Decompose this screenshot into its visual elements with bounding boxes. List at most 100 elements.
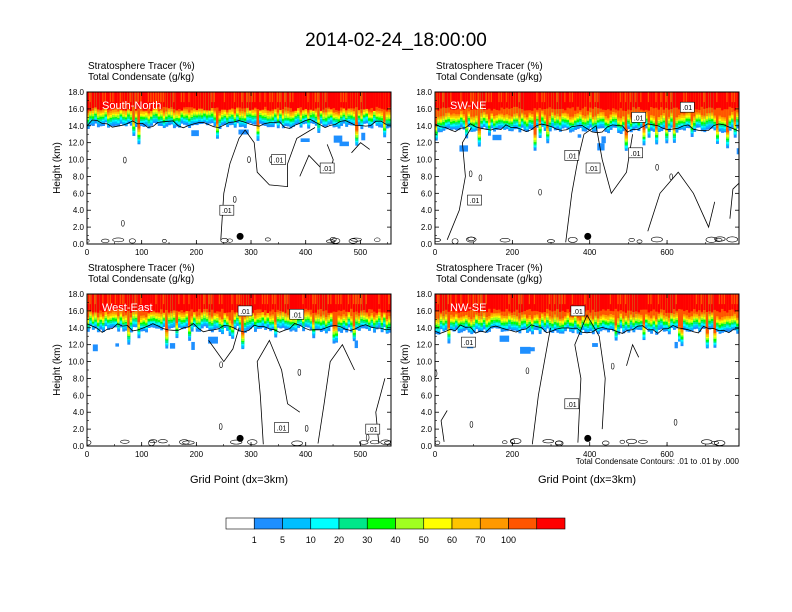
- condensate-contour: [669, 173, 673, 181]
- condensate-contour: [628, 237, 635, 242]
- y-tick-label: 14.0: [416, 122, 432, 131]
- condensate-contour: [219, 423, 223, 430]
- condensate-contour: [499, 238, 511, 243]
- location-marker: [236, 434, 244, 442]
- condensate-contour: [525, 367, 530, 375]
- colorbar-label: 10: [306, 535, 316, 545]
- condensate-contour: [256, 339, 301, 445]
- condensate-contour: [120, 439, 130, 444]
- condensate-contour: [446, 127, 472, 240]
- x-tick-label: 300: [244, 248, 258, 257]
- condensate-contour: [297, 369, 302, 376]
- location-marker: [236, 232, 244, 240]
- colorbar-label: 5: [280, 535, 285, 545]
- y-tick-label: 18.0: [68, 88, 84, 97]
- y-tick-label: 10.0: [416, 156, 432, 165]
- y-tick-label: 10.0: [416, 358, 432, 367]
- condensate-contour: [638, 439, 648, 444]
- condensate-contour: [112, 237, 125, 243]
- y-tick-label: 2.0: [421, 425, 433, 434]
- location-marker: [584, 232, 592, 240]
- condensate-contour: [626, 343, 640, 366]
- y-tick-label: 0.0: [73, 240, 85, 249]
- y-tick-label: 10.0: [68, 156, 84, 165]
- condensate-contour: [123, 156, 127, 164]
- condensate-contour: [510, 439, 516, 445]
- condensate-contour: [478, 174, 483, 182]
- condensate-contour: [502, 440, 508, 445]
- contour-label: .01: [567, 153, 577, 160]
- colorbar-label: 1: [252, 535, 257, 545]
- y-tick-label: 4.0: [421, 206, 433, 215]
- x-axis-label: Grid Point (dx=3km): [538, 474, 636, 486]
- condensate-contour: [148, 439, 158, 443]
- panel-label: SW-NE: [450, 100, 486, 112]
- condensate-contour: [509, 438, 522, 444]
- condensate-contour: [466, 236, 477, 243]
- condensate-contour: [358, 440, 369, 445]
- y-tick-label: 2.0: [73, 223, 85, 232]
- x-tick-label: 300: [244, 450, 258, 459]
- condensate-contour: [673, 418, 678, 426]
- y-axis-label: Height (km): [400, 344, 411, 396]
- contour-label: .01: [322, 166, 332, 173]
- condensate-contour: [636, 239, 643, 244]
- condensate-contour: [220, 127, 316, 240]
- panel-label: NW-SE: [450, 302, 486, 314]
- condensate-contour: [440, 410, 448, 442]
- colorbar-label: 60: [447, 535, 457, 545]
- condensate-contour: [435, 370, 438, 377]
- condensate-contour: [647, 171, 716, 232]
- condensate-contour: [304, 425, 309, 432]
- contour-label: .01: [634, 115, 644, 122]
- condensate-contour: [350, 237, 362, 242]
- condensate-contour: [542, 439, 555, 444]
- condensate-contour: [247, 439, 258, 445]
- panel-label: West-East: [102, 302, 153, 314]
- contour-label: .01: [470, 198, 480, 205]
- contour-label: .01: [274, 158, 284, 165]
- condensate-contour: [247, 156, 251, 163]
- tropopause-contour: [435, 123, 739, 134]
- condensate-contour: [601, 440, 610, 446]
- contour-label: .01: [222, 208, 232, 215]
- condensate-contour: [219, 361, 223, 369]
- colorbar-swatch: [536, 517, 566, 530]
- condensate-contour: [317, 343, 355, 444]
- colorbar: 1 5 10 20 30 40 50 60 70 100: [225, 517, 566, 545]
- x-tick-label: 500: [354, 450, 368, 459]
- panel-field-stratosphere-tracer: Stratosphere Tracer (%): [436, 263, 543, 274]
- condensate-contour: [567, 237, 578, 243]
- condensate-contour: [365, 434, 370, 441]
- panel-nw-se: Stratosphere Tracer (%)Total Condensate …: [400, 263, 740, 486]
- y-tick-label: 14.0: [416, 324, 432, 333]
- contour-label: .01: [588, 166, 598, 173]
- x-axis-label: Grid Point (dx=3km): [190, 474, 288, 486]
- contour-label: .01: [631, 151, 641, 158]
- contour-label: .01: [292, 312, 302, 319]
- condensate-contour: [729, 182, 739, 219]
- condensate-contour: [233, 196, 237, 203]
- x-tick-label: 500: [354, 248, 368, 257]
- contour-label: .01: [464, 340, 474, 347]
- x-tick-label: 0: [433, 450, 438, 459]
- condensate-contour: [348, 238, 358, 244]
- condensate-contour: [162, 238, 167, 243]
- y-axis-label: Height (km): [52, 344, 63, 396]
- x-tick-label: 0: [85, 248, 90, 257]
- y-tick-label: 8.0: [421, 172, 433, 181]
- colorbar-swatch: [225, 517, 255, 530]
- x-tick-label: 600: [660, 248, 674, 257]
- y-tick-label: 6.0: [421, 391, 433, 400]
- colorbar-swatch: [508, 517, 538, 530]
- x-tick-label: 600: [660, 450, 674, 459]
- condensate-contour: [705, 236, 718, 243]
- y-tick-label: 0.0: [421, 442, 433, 451]
- condensate-contour: [128, 238, 136, 244]
- panel-label: South-North: [102, 100, 161, 112]
- y-tick-label: 4.0: [73, 408, 85, 417]
- x-tick-label: 100: [135, 248, 149, 257]
- colorbar-label: 30: [362, 535, 372, 545]
- condensate-contour: [701, 439, 713, 445]
- y-tick-label: 14.0: [68, 122, 84, 131]
